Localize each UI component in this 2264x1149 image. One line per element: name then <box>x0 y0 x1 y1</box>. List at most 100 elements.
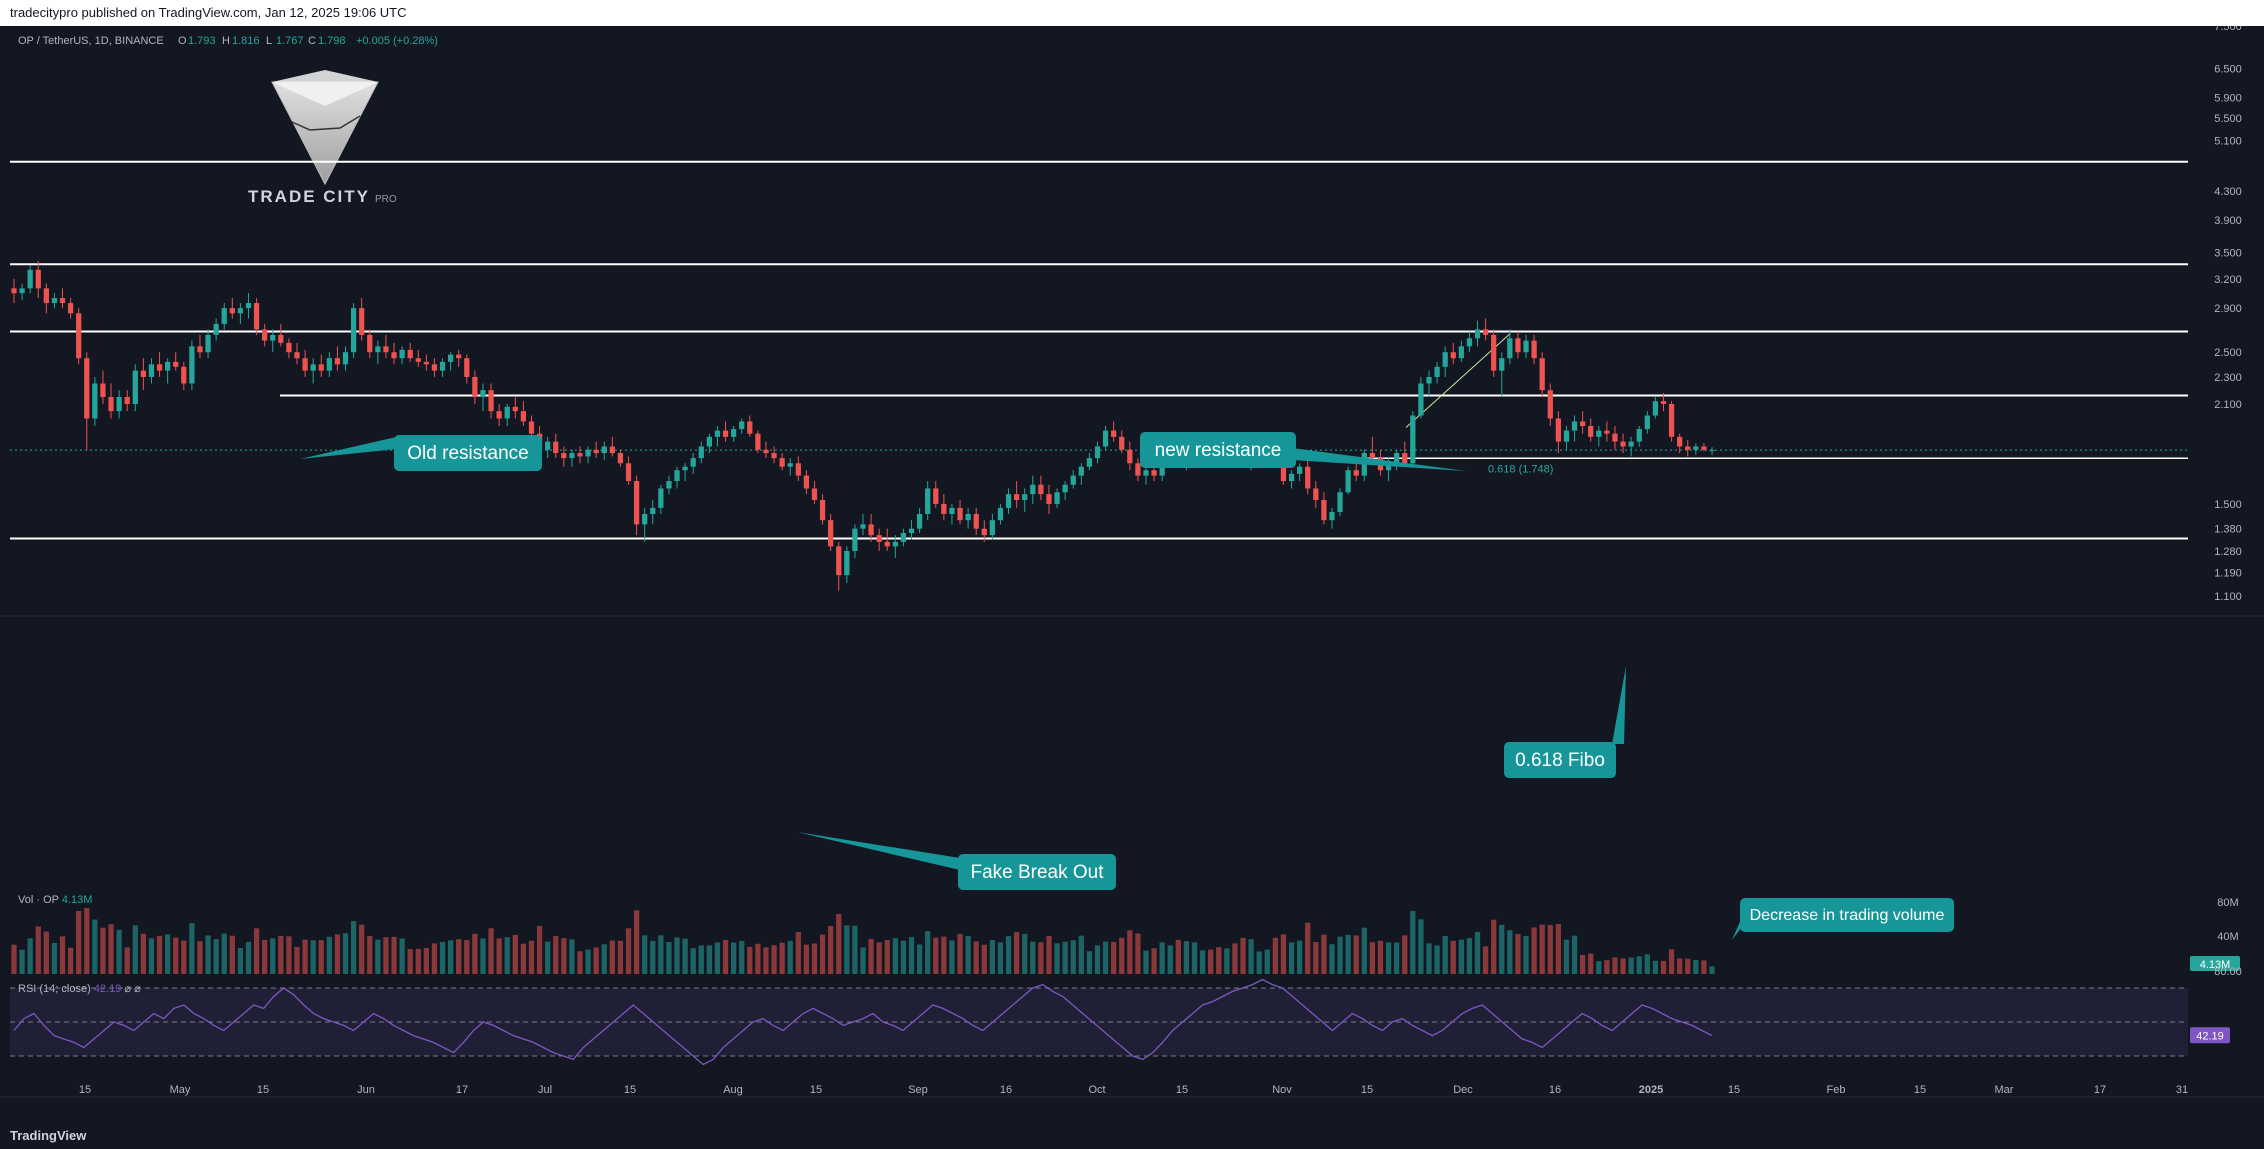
volume-bar <box>1030 941 1036 974</box>
annotation-fake-breakout-text: Fake Break Out <box>970 862 1104 883</box>
candle <box>1450 342 1456 365</box>
candle <box>682 463 688 482</box>
candle-body <box>787 463 793 467</box>
time-axis-label: 17 <box>2094 1084 2106 1096</box>
volume-bar <box>1604 960 1610 974</box>
annotation-fibo[interactable]: 0.618 Fibo <box>1504 666 1626 778</box>
volume-bar <box>577 951 583 974</box>
candle <box>504 403 510 426</box>
candle <box>828 513 834 551</box>
annotation-new-resistance[interactable]: new resistance <box>1140 432 1466 471</box>
candle <box>359 298 365 341</box>
candle-body <box>1652 401 1659 416</box>
candle-body <box>237 308 244 314</box>
candle-body <box>1305 466 1311 489</box>
volume-bar <box>1377 940 1384 974</box>
volume-bar <box>213 939 219 974</box>
candle-body <box>747 421 753 434</box>
candle-body <box>84 358 90 419</box>
volume-bar <box>415 948 421 974</box>
candle-body <box>989 520 995 536</box>
price-axis-label: 1.100 <box>2214 591 2242 603</box>
candle-body <box>609 446 615 454</box>
candle-body <box>819 499 826 521</box>
candle-body <box>1531 340 1537 359</box>
volume-bar <box>836 913 842 974</box>
candle <box>1402 441 1408 467</box>
candle-body <box>1151 470 1157 476</box>
volume-bar <box>1482 946 1489 974</box>
candle <box>1119 430 1125 454</box>
candle-body <box>367 334 373 353</box>
annotation-volume-decrease[interactable]: Decrease in trading volume <box>1732 898 1954 940</box>
candle <box>51 293 58 309</box>
volume-bar <box>763 947 769 974</box>
volume-bar <box>690 948 696 974</box>
candle <box>342 346 349 371</box>
candle-body <box>722 430 729 437</box>
volume-bar <box>1248 939 1254 974</box>
candle <box>326 352 332 377</box>
volume-bar <box>957 934 963 974</box>
candle-body <box>941 503 947 514</box>
candle <box>19 283 25 301</box>
volume-tag-bg <box>2190 956 2240 971</box>
candle-body <box>253 303 260 330</box>
volume-bar <box>439 941 446 974</box>
candle <box>811 481 818 504</box>
candle-body <box>262 329 268 341</box>
candle <box>1701 443 1707 452</box>
candle <box>1668 401 1675 442</box>
annotation-old-resistance[interactable]: Old resistance <box>300 435 542 471</box>
candle <box>197 334 203 359</box>
candle-body <box>108 397 114 412</box>
price-axis-label: 5.100 <box>2214 136 2242 148</box>
candle-body <box>577 453 583 457</box>
candle <box>286 338 292 359</box>
volume-bar <box>1297 940 1303 974</box>
candle-body <box>1636 429 1642 442</box>
candle-body <box>1450 352 1456 359</box>
volume-bar <box>480 938 486 974</box>
candle-body <box>1491 334 1497 371</box>
candle-body <box>1668 403 1675 437</box>
volume-bar <box>1628 957 1634 974</box>
chart-canvas[interactable]: OP / TetherUS, 1D, BINANCE O 1.793 H 1.8… <box>0 26 2264 1122</box>
volume-bar <box>1232 943 1238 974</box>
candle-body <box>981 528 987 536</box>
volume-bar <box>658 935 664 974</box>
volume-bar <box>714 942 721 974</box>
volume-bar <box>795 931 801 974</box>
time-axis-label: Aug <box>723 1084 743 1096</box>
volume-bar <box>1119 937 1125 974</box>
time-axis-label: 15 <box>257 1084 269 1096</box>
volume-bar <box>844 925 850 974</box>
candle <box>448 352 454 371</box>
tradingview-logo: TradingView <box>10 1128 87 1143</box>
candle <box>892 535 898 559</box>
candle <box>148 358 155 384</box>
candle <box>375 340 381 365</box>
candle <box>1660 392 1667 412</box>
annotation-fake-breakout[interactable]: Fake Break Out <box>797 832 1116 890</box>
candle <box>1022 488 1028 512</box>
volume-bar <box>1426 943 1432 974</box>
candle-body <box>868 524 874 536</box>
volume-bar <box>650 940 656 974</box>
price-axis-label: 6.500 <box>2214 63 2242 75</box>
candle <box>731 425 737 442</box>
volume-bar <box>1143 950 1149 974</box>
candle <box>852 524 858 559</box>
axes: 7.500 6.500 5.900 5.500 5.100 4.300 3.900 3.500… <box>0 26 2264 1122</box>
candle <box>278 323 284 347</box>
volume-bar <box>262 940 268 974</box>
time-axis-label: May <box>170 1084 191 1096</box>
candle-body <box>1499 358 1505 371</box>
volume-bar <box>1693 960 1699 974</box>
volume-bar <box>59 936 66 974</box>
candle-body <box>19 288 25 294</box>
candle-body <box>1005 494 1012 508</box>
candle <box>868 513 874 542</box>
volume-bar <box>359 924 365 974</box>
candle <box>706 433 712 454</box>
